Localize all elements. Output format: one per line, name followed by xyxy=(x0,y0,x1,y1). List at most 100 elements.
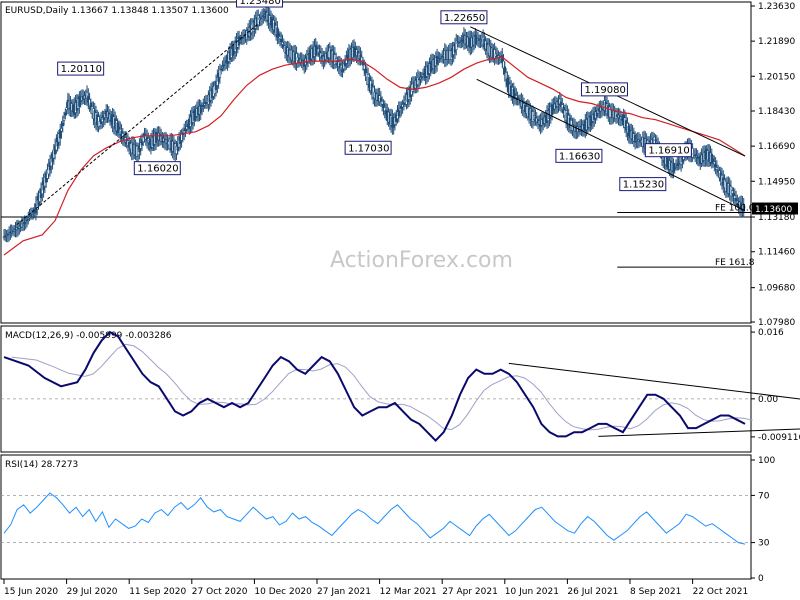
rsi-tick-label: 100 xyxy=(758,456,775,466)
level-box xyxy=(644,143,692,158)
level-text: 1.20110 xyxy=(61,64,102,75)
price-tick-label: 1.11460 xyxy=(758,248,795,258)
rsi-pane-title: RSI(14) 28.7273 xyxy=(5,460,78,470)
fib-label: FE 161.8 xyxy=(715,258,755,268)
candle-body xyxy=(61,122,64,127)
level-text: 1.15230 xyxy=(623,180,664,191)
level-box xyxy=(133,161,181,176)
price-pane-title: EURUSD,Daily 1.13667 1.13848 1.13507 1.1… xyxy=(5,6,229,16)
price-pane-border xyxy=(0,1,752,324)
level-text: 1.16910 xyxy=(648,146,689,157)
candle-body xyxy=(200,106,204,109)
x-tick-label: 29 Jul 2020 xyxy=(67,587,118,597)
candle-body xyxy=(742,203,745,212)
level-label: 1.17030 xyxy=(344,140,392,155)
level-label: 1.23480 xyxy=(236,0,284,8)
watermark-text: ActionForex.com xyxy=(330,248,513,273)
moving-average-line xyxy=(3,56,746,256)
macd-pane-border xyxy=(0,325,752,453)
candle-body xyxy=(633,134,637,143)
x-tick-label: 15 Jun 2020 xyxy=(4,587,58,597)
candle-body xyxy=(280,39,283,42)
candle-body xyxy=(29,214,33,217)
level-text: 1.22650 xyxy=(444,13,485,24)
candle-body xyxy=(711,158,715,162)
candle-body xyxy=(714,164,717,167)
candle-body xyxy=(223,62,227,65)
rsi-layer xyxy=(1,492,751,545)
x-tick-label: 27 Apr 2021 xyxy=(442,587,498,597)
candle-body xyxy=(202,105,205,107)
candle-body xyxy=(60,128,63,132)
x-tick-label: 22 Oct 2021 xyxy=(693,587,749,597)
candle-body xyxy=(64,112,67,116)
price-tag-box xyxy=(752,202,798,215)
candle-body xyxy=(672,162,675,172)
x-tick-label: 27 Oct 2020 xyxy=(192,587,248,597)
x-tick-label: 11 Sep 2020 xyxy=(129,587,186,597)
price-tick-label: 1.18430 xyxy=(758,107,795,117)
x-tick-label: 12 Mar 2021 xyxy=(380,587,437,597)
x-tick-label: 26 Jul 2021 xyxy=(567,587,618,597)
candle-body xyxy=(674,166,678,168)
x-tick-label: 27 Jan 2021 xyxy=(317,587,371,597)
candle-body xyxy=(277,33,280,37)
level-text: 1.16020 xyxy=(137,164,178,175)
rsi-line xyxy=(3,492,746,545)
rsi-pane-border xyxy=(0,454,752,580)
price-tick-label: 1.09680 xyxy=(758,284,795,294)
candle-body xyxy=(221,66,224,69)
level-box xyxy=(236,0,284,8)
x-tick-label: 10 Dec 2020 xyxy=(254,587,312,597)
level-label: 1.20110 xyxy=(57,61,105,76)
dashed-trendline xyxy=(16,22,260,226)
candle-body xyxy=(23,222,26,224)
level-box xyxy=(619,177,667,192)
candle-body xyxy=(695,155,698,158)
candle-body xyxy=(696,156,699,159)
macd-trendline xyxy=(598,428,800,437)
candle-body xyxy=(24,220,27,223)
rsi-tick-label: 0 xyxy=(758,574,764,584)
macd-tick-label: 0.016 xyxy=(758,328,784,338)
candle-body xyxy=(199,104,202,113)
candle-body xyxy=(281,42,284,45)
level-label: 1.16020 xyxy=(133,161,181,176)
candle-body xyxy=(30,212,34,215)
macd-tick-label: -0.009116 xyxy=(758,433,800,443)
x-tick-label: 8 Sep 2021 xyxy=(630,587,681,597)
candle-body xyxy=(380,100,384,105)
rsi-tick-label: 70 xyxy=(758,491,770,501)
candle-body xyxy=(62,117,66,121)
candle-body xyxy=(677,162,680,165)
price-tick-label: 1.13180 xyxy=(758,213,795,223)
x-tick-label: 10 Jun 2021 xyxy=(505,587,559,597)
axis-layer: 1.23630 1.21890 1.20150 1.18430 1.16690 1.149… xyxy=(3,2,800,597)
candle-body xyxy=(203,103,206,106)
level-label: 1.19080 xyxy=(580,82,628,97)
fib-label: FE 100.0 xyxy=(715,204,755,214)
macd-signal-line xyxy=(11,343,753,431)
candle-body xyxy=(278,36,282,40)
level-label: 1.16630 xyxy=(555,148,603,163)
candle-body xyxy=(25,219,29,221)
macd-tick-label: 0.00 xyxy=(758,395,778,405)
candle-body xyxy=(21,223,25,226)
macd-pane-title: MACD(12,26,9) -0.005999 -0.003286 xyxy=(5,331,172,341)
candle-body xyxy=(65,107,68,111)
price-tick-label: 1.14950 xyxy=(758,177,795,187)
candle-body xyxy=(715,167,719,170)
price-tag-label: 1.13600 xyxy=(755,205,792,215)
candle-body xyxy=(435,56,439,65)
level-text: 1.23480 xyxy=(240,0,281,7)
price-tick-label: 1.20150 xyxy=(758,72,795,82)
level-box xyxy=(344,140,392,155)
candle-body xyxy=(27,217,30,220)
level-text: 1.17030 xyxy=(348,143,389,154)
level-text: 1.16630 xyxy=(559,151,600,162)
level-label: 1.16910 xyxy=(644,143,692,158)
level-label: 1.22650 xyxy=(440,10,488,25)
price-tick-label: 1.16690 xyxy=(758,142,795,152)
